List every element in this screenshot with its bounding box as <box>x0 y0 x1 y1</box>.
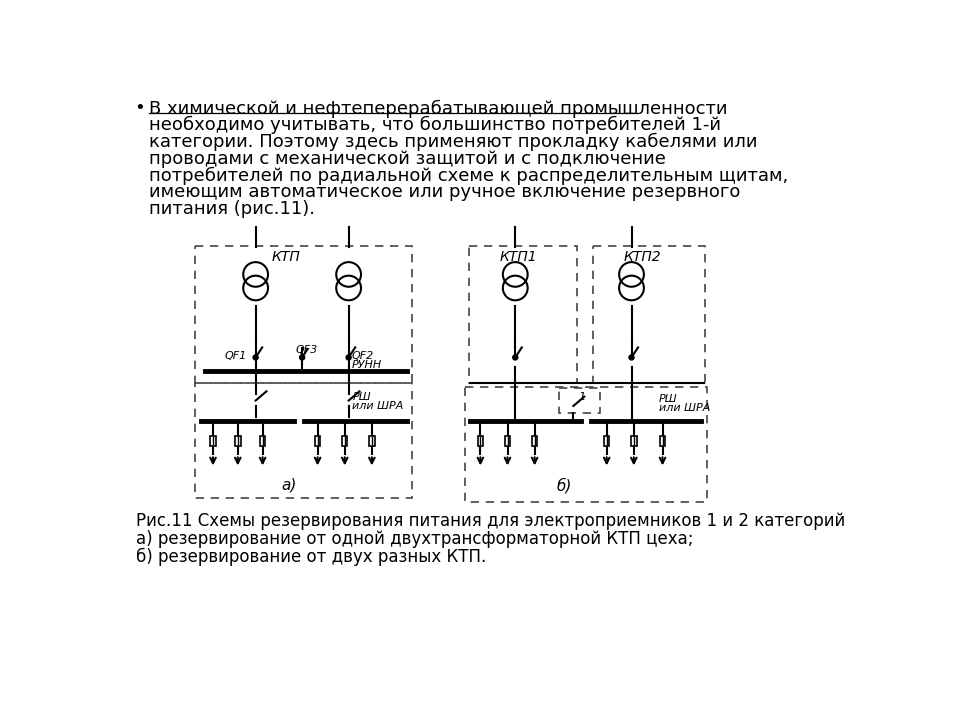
Text: РШ: РШ <box>352 392 372 402</box>
Bar <box>195 246 412 383</box>
Text: а): а) <box>281 477 297 492</box>
Bar <box>560 388 600 413</box>
Text: или ШРА: или ШРА <box>659 403 710 413</box>
Bar <box>210 436 216 446</box>
Bar <box>342 436 348 446</box>
Text: питания (рис.11).: питания (рис.11). <box>150 200 316 218</box>
Bar <box>370 436 374 446</box>
Text: КТП1: КТП1 <box>500 250 538 264</box>
Text: В химической и нефтеперерабатывающей промышленности: В химической и нефтеперерабатывающей про… <box>150 99 728 118</box>
Bar <box>468 246 577 383</box>
Text: потребителей по радиальной схеме к распределительным щитам,: потребителей по радиальной схеме к распр… <box>150 166 789 185</box>
Text: Рис.11 Схемы резервирования питания для электроприемников 1 и 2 категорий: Рис.11 Схемы резервирования питания для … <box>135 512 845 530</box>
Text: 1: 1 <box>578 392 586 402</box>
Text: КТП2: КТП2 <box>624 250 661 264</box>
Bar <box>465 387 707 502</box>
Text: проводами с механической защитой и с подключение: проводами с механической защитой и с под… <box>150 150 666 168</box>
Bar <box>604 436 610 446</box>
Bar <box>235 436 241 446</box>
Text: категории. Поэтому здесь применяют прокладку кабелями или: категории. Поэтому здесь применяют прокл… <box>150 132 758 151</box>
Text: QF1: QF1 <box>225 351 247 361</box>
Bar <box>195 383 412 498</box>
Circle shape <box>253 355 258 359</box>
Text: б): б) <box>557 477 572 493</box>
Circle shape <box>300 355 304 359</box>
Text: РУНН: РУНН <box>351 360 382 370</box>
Bar <box>660 436 665 446</box>
Bar <box>631 436 636 446</box>
Text: QF3: QF3 <box>296 345 318 355</box>
Bar <box>592 246 706 383</box>
Bar <box>315 436 321 446</box>
Text: QF2: QF2 <box>351 351 374 361</box>
Bar <box>505 436 510 446</box>
Text: необходимо учитывать, что большинство потребителей 1-й: необходимо учитывать, что большинство по… <box>150 116 722 134</box>
Text: а) резервирование от одной двухтрансформаторной КТП цеха;: а) резервирование от одной двухтрансформ… <box>135 530 693 548</box>
Circle shape <box>513 355 517 359</box>
Circle shape <box>347 355 350 359</box>
Bar <box>478 436 483 446</box>
Text: КТП: КТП <box>272 250 300 264</box>
Text: б) резервирование от двух разных КТП.: б) резервирование от двух разных КТП. <box>135 548 486 566</box>
Text: РШ: РШ <box>659 395 677 405</box>
Circle shape <box>630 355 634 359</box>
Text: •: • <box>134 99 145 117</box>
Bar <box>532 436 538 446</box>
Text: или ШРА: или ШРА <box>352 400 404 410</box>
Text: имеющим автоматическое или ручное включение резервного: имеющим автоматическое или ручное включе… <box>150 184 741 202</box>
Bar <box>260 436 265 446</box>
